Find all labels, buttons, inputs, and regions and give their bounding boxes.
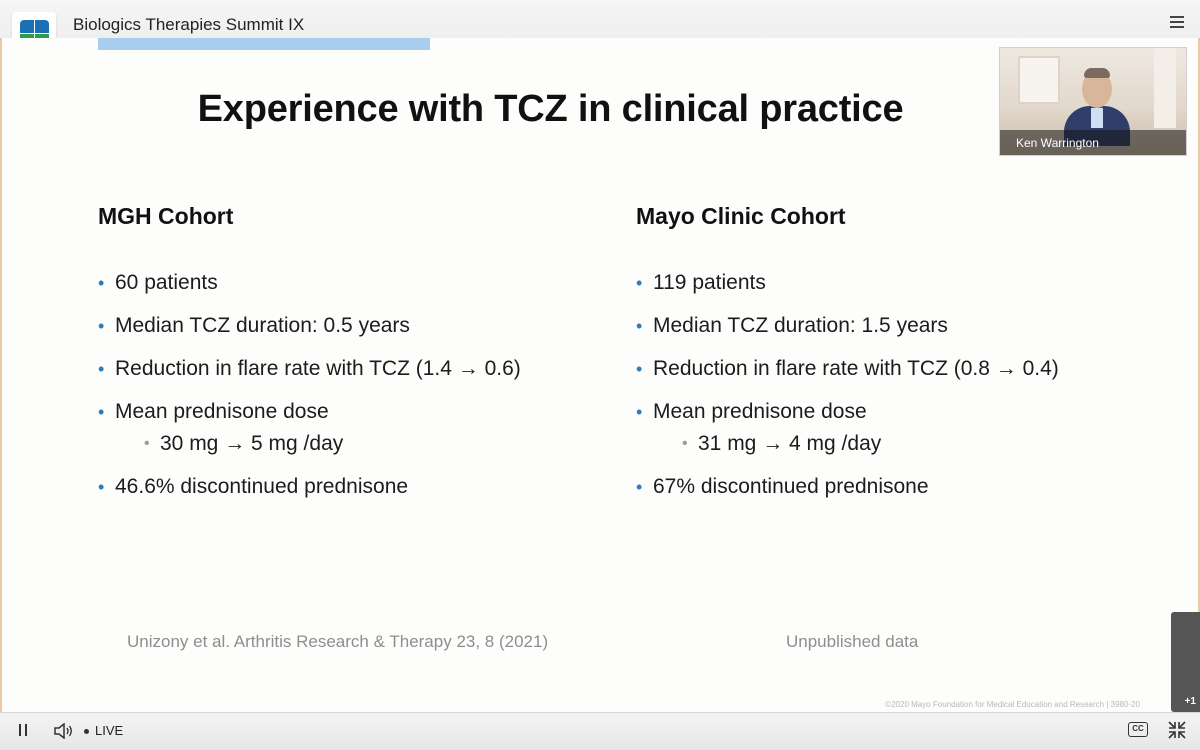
- copyright-footer: ©2020 Mayo Foundation for Medical Educat…: [885, 700, 1140, 709]
- citation-right: Unpublished data: [786, 632, 919, 651]
- list-item: Reduction in flare rate with TCZ (1.4 → …: [98, 356, 598, 382]
- list-item: 46.6% discontinued prednisone: [98, 474, 598, 500]
- sub-list-item: 30 mg → 5 mg /day: [98, 431, 598, 457]
- list-item: Mean prednisone dose: [98, 399, 598, 425]
- sub-list-item: 31 mg → 4 mg /day: [636, 431, 1136, 457]
- speaker-video[interactable]: Ken Warrington: [999, 47, 1187, 156]
- volume-icon[interactable]: [54, 723, 74, 739]
- list-item: Median TCZ duration: 0.5 years: [98, 313, 598, 339]
- mgh-cohort-column: MGH Cohort 60 patients Median TCZ durati…: [98, 203, 598, 500]
- live-label: LIVE: [95, 723, 124, 738]
- app-title: Biologics Therapies Summit IX: [73, 15, 305, 34]
- mayo-cohort-column: Mayo Clinic Cohort 119 patients Median T…: [636, 203, 1136, 500]
- list-item: 119 patients: [636, 270, 1136, 296]
- list-item: 67% discontinued prednisone: [636, 474, 1136, 500]
- citation-left: Unizony et al. Arthritis Research & Ther…: [127, 632, 549, 651]
- list-item: Median TCZ duration: 1.5 years: [636, 313, 1136, 339]
- slide-accent-bar: [98, 38, 430, 50]
- closed-captions-button[interactable]: CC: [1128, 722, 1148, 737]
- viewer-count-badge: +1: [1184, 696, 1196, 707]
- list-item: Reduction in flare rate with TCZ (0.8 → …: [636, 356, 1136, 382]
- column-heading: MGH Cohort: [98, 203, 234, 229]
- column-heading: Mayo Clinic Cohort: [636, 203, 846, 229]
- list-item: Mean prednisone dose: [636, 399, 1136, 425]
- live-indicator-icon: [84, 729, 89, 734]
- list-item: 60 patients: [98, 270, 598, 296]
- player-controls: LIVE CC: [0, 712, 1200, 750]
- slide-title: Experience with TCZ in clinical practice: [197, 88, 904, 130]
- side-panel-toggle[interactable]: [1171, 612, 1200, 712]
- exit-fullscreen-icon[interactable]: [1168, 721, 1186, 739]
- speaker-name: Ken Warrington: [1000, 130, 1186, 155]
- pause-icon[interactable]: [17, 724, 29, 738]
- hamburger-menu-icon[interactable]: [1170, 16, 1184, 28]
